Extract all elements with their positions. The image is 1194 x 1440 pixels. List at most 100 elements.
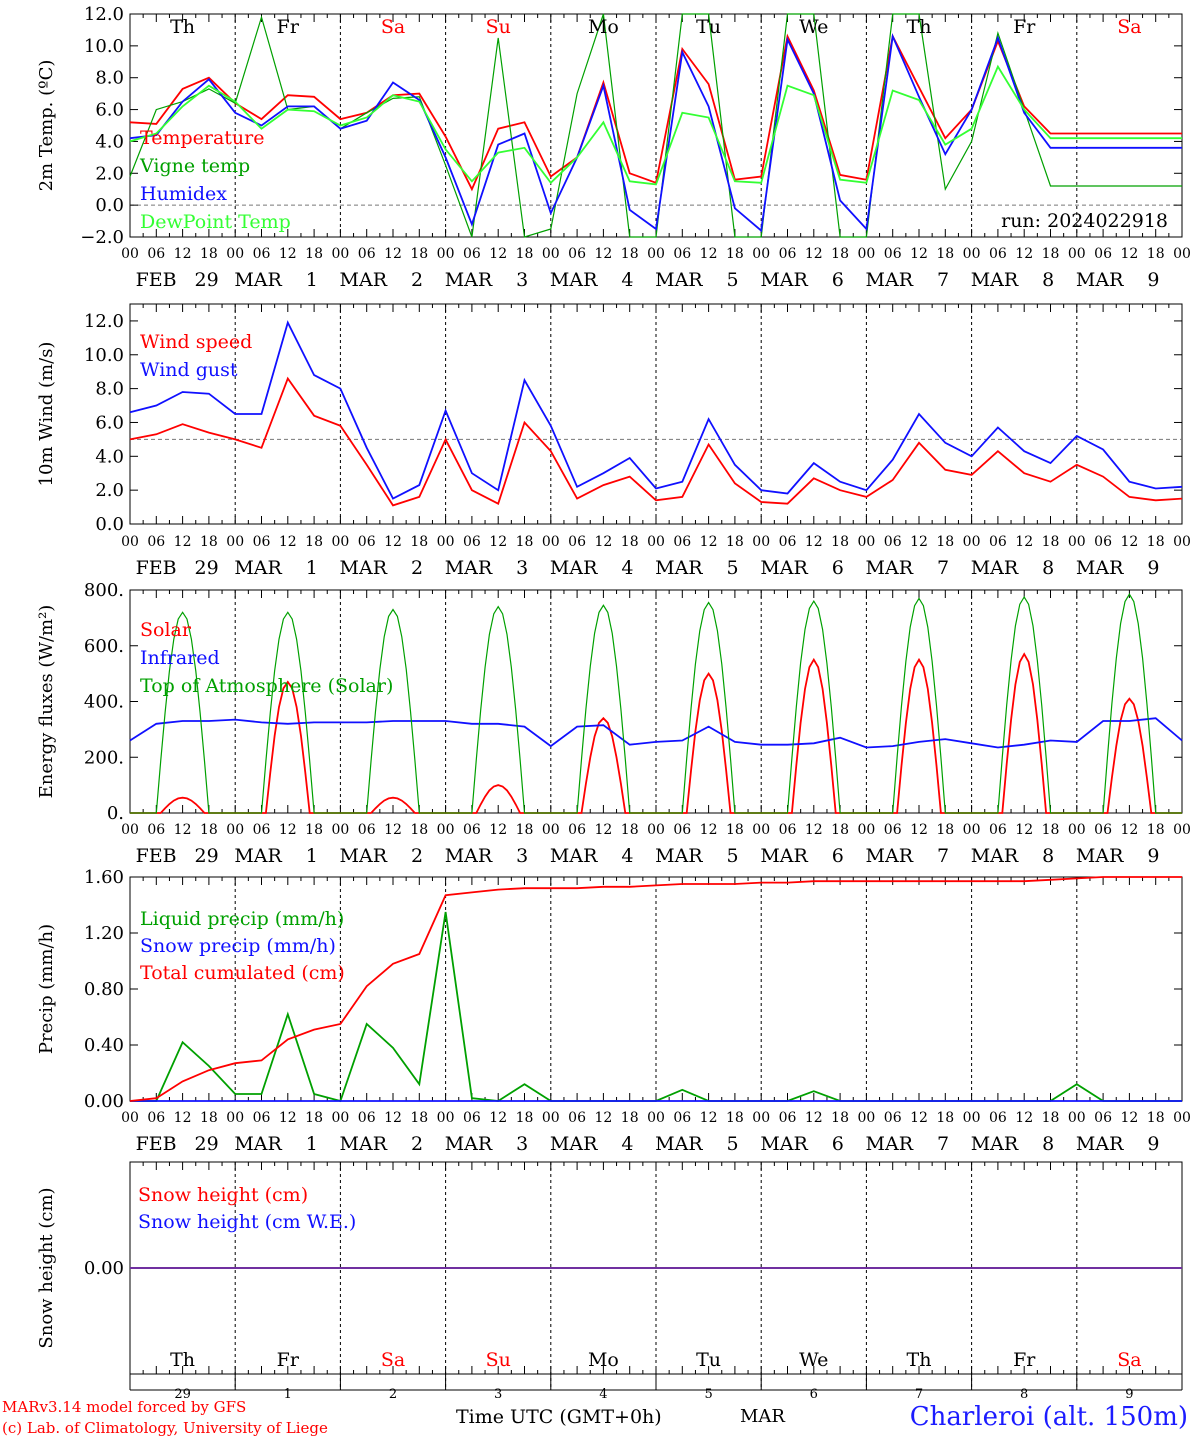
hour-tick-label: 18 — [621, 246, 639, 262]
hour-tick-label: 00 — [1173, 822, 1191, 838]
hour-tick-label: 00 — [542, 822, 560, 838]
hour-tick-label: 18 — [305, 1110, 323, 1126]
hour-tick-label: 18 — [1042, 1110, 1060, 1126]
series-line-vigne-temp — [129, 13, 1182, 238]
date-month-label: MAR — [760, 1133, 808, 1155]
date-month-label: MAR — [866, 1133, 914, 1155]
weekday-label-bottom: Th — [170, 1349, 195, 1371]
date-month-label: MAR — [445, 1133, 493, 1155]
series-line-wind-gust — [129, 320, 1183, 500]
hour-tick-label: 18 — [410, 246, 428, 262]
date-day-label: 9 — [1147, 1133, 1159, 1155]
date-day-label: 9 — [1147, 557, 1159, 579]
hour-tick-label: 18 — [410, 822, 428, 838]
y-tick-label: −2.0 — [80, 227, 124, 248]
hour-tick-label: 18 — [200, 534, 218, 550]
date-day-label: 4 — [621, 557, 633, 579]
y-tick-label: 0.00 — [84, 1091, 124, 1112]
hour-tick-label: 18 — [831, 1110, 849, 1126]
hour-tick-label: 12 — [594, 534, 612, 550]
weekday-label-bottom: Fr — [1013, 1349, 1036, 1371]
y-tick-label: 10.0 — [84, 36, 124, 57]
hour-tick-label: 12 — [1120, 822, 1138, 838]
y-axis-label: Snow height (cm) — [36, 1187, 57, 1348]
y-tick-label: 1.20 — [84, 923, 124, 944]
date-month-label: MAR — [234, 269, 282, 291]
hour-tick-label: 00 — [331, 1110, 349, 1126]
weekday-label: Sa — [1117, 16, 1141, 38]
y-tick-label: 0.80 — [84, 979, 124, 1000]
date-month-label: MAR — [340, 557, 388, 579]
hour-tick-label: 18 — [200, 1110, 218, 1126]
hour-tick-label: 12 — [174, 822, 192, 838]
hour-tick-label: 12 — [1120, 1110, 1138, 1126]
weekday-label: Mo — [588, 16, 619, 38]
date-month-label: MAR — [445, 269, 493, 291]
station-name: Charleroi (alt. 150m) — [909, 1402, 1188, 1432]
hour-tick-label: 06 — [1094, 1110, 1112, 1126]
hour-tick-label: 06 — [1094, 822, 1112, 838]
weekday-label-bottom: Fr — [277, 1349, 300, 1371]
legend-entry: Solar — [140, 619, 192, 641]
hour-tick-label: 06 — [779, 822, 797, 838]
y-tick-label: 1.60 — [84, 867, 124, 888]
date-month-label: MAR — [655, 557, 703, 579]
day-number-label: 9 — [1125, 1387, 1133, 1402]
hour-tick-label: 06 — [147, 822, 165, 838]
hour-tick-label: 18 — [200, 246, 218, 262]
y-axis-label: Precip (mm/h) — [36, 924, 57, 1054]
hour-tick-label: 00 — [331, 822, 349, 838]
date-day-label: 8 — [1042, 1133, 1054, 1155]
hour-tick-label: 00 — [437, 246, 455, 262]
hour-tick-label: 06 — [673, 822, 691, 838]
date-month-label: MAR — [340, 269, 388, 291]
series-line-top-of-atmosphere-solar- — [130, 593, 1182, 814]
date-day-label: 5 — [727, 269, 739, 291]
weekday-label: Th — [170, 16, 195, 38]
x-axis-title: Time UTC (GMT+0h) — [456, 1406, 662, 1428]
hour-tick-label: 00 — [1068, 534, 1086, 550]
hour-tick-label: 12 — [279, 534, 297, 550]
weekday-label: Fr — [277, 16, 300, 38]
hour-tick-label: 18 — [1147, 246, 1165, 262]
hour-tick-label: 12 — [384, 246, 402, 262]
date-day-label: 29 — [195, 269, 219, 291]
hour-tick-label: 00 — [752, 822, 770, 838]
date-month-label: MAR — [1076, 557, 1124, 579]
y-tick-label: 8.0 — [95, 68, 124, 89]
legend-entry: Snow precip (mm/h) — [140, 935, 336, 957]
hour-tick-label: 00 — [1173, 534, 1191, 550]
hour-tick-label: 12 — [279, 822, 297, 838]
date-day-label: 6 — [832, 557, 844, 579]
date-month-label: MAR — [971, 845, 1019, 867]
series-line-wind-speed — [129, 376, 1183, 507]
hour-tick-label: 18 — [516, 822, 534, 838]
legend-entry: Snow height (cm W.E.) — [138, 1211, 356, 1233]
date-month-label: MAR — [760, 845, 808, 867]
legend-entry: Temperature — [140, 127, 264, 149]
date-day-label: 29 — [195, 1133, 219, 1155]
hour-tick-label: 06 — [989, 822, 1007, 838]
date-month-label: MAR — [655, 1133, 703, 1155]
hour-tick-label: 18 — [305, 534, 323, 550]
date-month-label: MAR — [550, 1133, 598, 1155]
date-day-label: 4 — [621, 1133, 633, 1155]
date-day-label: 2 — [411, 269, 423, 291]
date-month-label: MAR — [866, 269, 914, 291]
hour-tick-label: 06 — [989, 1110, 1007, 1126]
series-line-total-cumulated-cm- — [129, 876, 1182, 1102]
legend-entry: DewPoint Temp — [140, 211, 291, 233]
weekday-label-bottom: Sa — [1117, 1349, 1141, 1371]
hour-tick-label: 18 — [1147, 822, 1165, 838]
hour-tick-label: 18 — [726, 534, 744, 550]
hour-tick-label: 00 — [647, 246, 665, 262]
hour-tick-label: 18 — [1042, 822, 1060, 838]
date-day-label: 7 — [937, 845, 949, 867]
weekday-label: Tu — [696, 16, 721, 38]
hour-tick-label: 18 — [516, 246, 534, 262]
date-day-label: 7 — [937, 269, 949, 291]
series-line-humidex — [129, 32, 1182, 233]
date-month-label: MAR — [550, 557, 598, 579]
hour-tick-label: 06 — [463, 822, 481, 838]
